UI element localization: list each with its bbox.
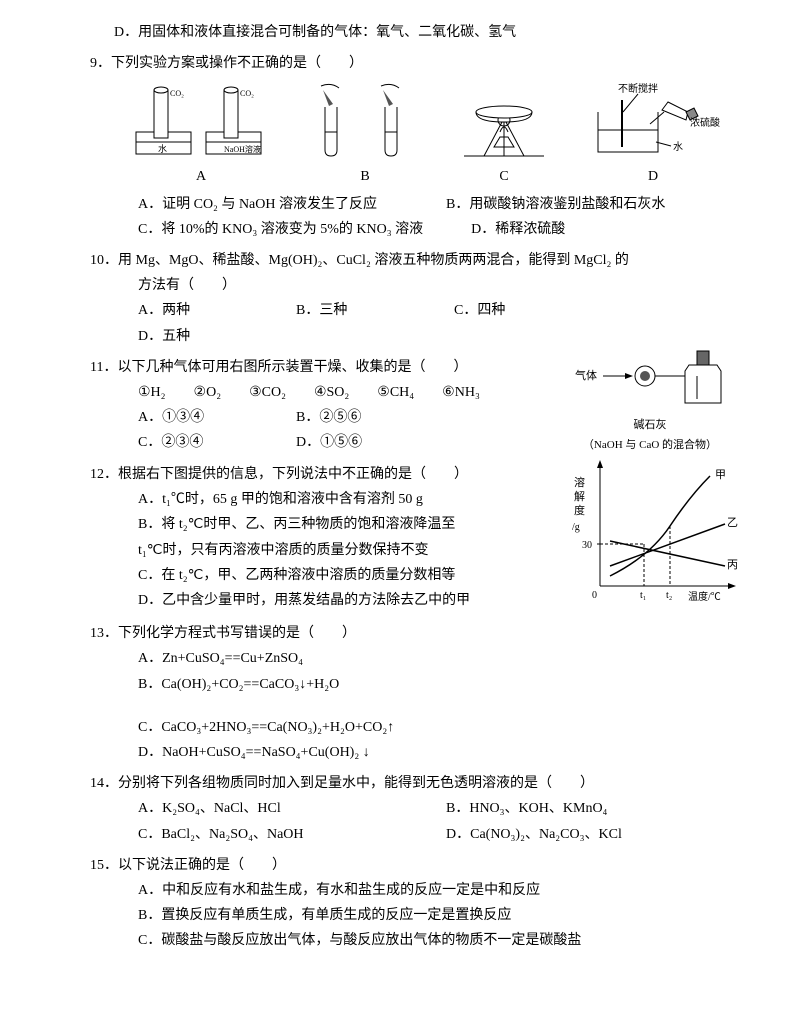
q11-stem: 11．以下几种气体可用右图所示装置干燥、收集的是（ ） xyxy=(90,355,560,380)
q15-stem: 15．以下说法正确的是（ ） xyxy=(90,853,740,878)
q11-fig-label2: 碱石灰 xyxy=(560,416,740,436)
q14-opt-a: A．K₂SO₄、NaCl、HCl xyxy=(138,796,398,821)
q11-opt-c: C．②③④ xyxy=(138,430,248,455)
svg-text:盐酸: 盐酸 xyxy=(313,159,331,160)
svg-text:度: 度 xyxy=(574,503,585,517)
q15-opt-c: C．碳酸盐与酸反应放出气体，与酸反应放出气体的物质不一定是碳酸盐 xyxy=(138,928,740,953)
svg-text:溶: 溶 xyxy=(574,475,585,489)
q9-fig-d: 不断搅拌 浓硫酸 水 xyxy=(578,82,728,160)
q13-opt-b: B．Ca(OH)₂+CO₂==CaCO₃↓+H₂O xyxy=(138,672,740,697)
q11-fig-label3: （NaOH 与 CaO 的混合物） xyxy=(560,436,740,456)
q12-chart: 溶 解 度 /g 30 0 甲 乙 丙 t₁ t₂ 温度/℃ xyxy=(570,456,740,615)
q11-opts-row1: A．①③④ B．②⑤⑥ xyxy=(138,405,560,430)
q9-options: A．证明 CO₂ 与 NaOH 溶液发生了反应 B．用碳酸钠溶液鉴别盐酸和石灰水… xyxy=(138,192,740,242)
q10-opt-c: C．四种 xyxy=(454,298,564,323)
svg-text:石灰水: 石灰水 xyxy=(369,159,396,160)
q14-stem: 14．分别将下列各组物质同时加入到足量水中，能得到无色透明溶液的是（ ） xyxy=(90,771,740,796)
q13-stem: 13．下列化学方程式书写错误的是（ ） xyxy=(90,621,740,646)
q9-fig-b: 盐酸 石灰水 xyxy=(300,82,430,160)
svg-text:浓硫酸: 浓硫酸 xyxy=(690,116,720,129)
q14-opt-c: C．BaCl₂、Na₂SO₄、NaOH xyxy=(138,822,398,847)
q11-list: ①H₂ ②O₂ ③CO₂ ④SO₂ ⑤CH₄ ⑥NH₃ xyxy=(138,380,560,405)
q10-opt-a: A．两种 xyxy=(138,298,248,323)
q14-row1: A．K₂SO₄、NaCl、HCl B．HNO₃、KOH、KMnO₄ xyxy=(138,796,740,821)
q10-stem: 10．用 Mg、MgO、稀盐酸、Mg(OH)₂、CuCl₂ 溶液五种物质两两混合… xyxy=(90,248,740,273)
q9-stem: 9．下列实验方案或操作不正确的是（ ） xyxy=(90,51,740,76)
option-d-prev: D．用固体和液体直接混合可制备的气体：氧气、二氧化碳、氢气 xyxy=(114,20,740,45)
svg-text:温度/℃: 温度/℃ xyxy=(688,590,721,603)
svg-text:乙: 乙 xyxy=(727,516,738,529)
q11-opt-d: D．①⑤⑥ xyxy=(296,430,406,455)
svg-text:甲: 甲 xyxy=(715,469,726,481)
q9-fig-c xyxy=(454,82,554,160)
q15-opt-a: A．中和反应有水和盐生成，有水和盐生成的反应一定是中和反应 xyxy=(138,878,740,903)
q11-block: 11．以下几种气体可用右图所示装置干燥、收集的是（ ） ①H₂ ②O₂ ③CO₂… xyxy=(90,349,740,456)
svg-text:丙: 丙 xyxy=(727,559,738,571)
q11-figure: 气体 碱石灰 （NaOH 与 CaO 的混合物） xyxy=(560,349,740,456)
q9-opt-c: C．将 10%的 KNO₃ 溶液变为 5%的 KNO₃ 溶液 xyxy=(138,217,423,242)
svg-text:/g: /g xyxy=(572,522,580,533)
svg-text:CO₂: CO₂ xyxy=(240,89,254,98)
q14-row2: C．BaCl₂、Na₂SO₄、NaOH D．Ca(NO₃)₂、Na₂CO₃、KC… xyxy=(138,822,740,847)
q9-letter-c: C xyxy=(454,164,554,189)
q13-opt-d: D．NaOH+CuSO₄==NaSO₄+Cu(OH)₂ ↓ xyxy=(138,740,740,765)
svg-text:CO₂: CO₂ xyxy=(170,89,184,98)
q9-letter-row: A B C D xyxy=(114,164,740,189)
q9-opt-a: A．证明 CO₂ 与 NaOH 溶液发生了反应 xyxy=(138,192,398,217)
q14-opt-b: B．HNO₃、KOH、KMnO₄ xyxy=(446,796,607,821)
svg-text:水: 水 xyxy=(158,143,167,154)
svg-text:气体: 气体 xyxy=(575,368,597,382)
q9-opt-b: B．用碳酸钠溶液鉴别盐酸和石灰水 xyxy=(446,192,665,217)
svg-text:0: 0 xyxy=(592,590,597,601)
q10-opt-b: B．三种 xyxy=(296,298,406,323)
svg-text:解: 解 xyxy=(574,489,585,503)
q10-options: A．两种 B．三种 C．四种 D．五种 xyxy=(138,298,740,348)
q13-opt-c: C．CaCO₃+2HNO₃==Ca(NO₃)₂+H₂O+CO₂↑ xyxy=(138,715,740,740)
svg-text:NaOH溶液: NaOH溶液 xyxy=(224,144,261,154)
svg-text:不断搅拌: 不断搅拌 xyxy=(618,82,658,95)
q15-opt-b: B．置换反应有单质生成，有单质生成的反应一定是置换反应 xyxy=(138,903,740,928)
q11-opts-row2: C．②③④ D．①⑤⑥ xyxy=(138,430,560,455)
q9-letter-b: B xyxy=(300,164,430,189)
q9-opt-d: D．稀释浓硫酸 xyxy=(471,217,581,242)
q14-opt-d: D．Ca(NO₃)₂、Na₂CO₃、KCl xyxy=(446,822,622,847)
q9-letter-d: D xyxy=(578,164,728,189)
svg-text:水: 水 xyxy=(673,141,683,153)
q9-figures: 水 CO₂ NaOH溶液 CO₂ 盐酸 石灰水 xyxy=(114,82,740,160)
q10-stem2: 方法有（ ） xyxy=(138,273,740,298)
q13-opt-a: A．Zn+CuSO₄==Cu+ZnSO₄ xyxy=(138,646,740,671)
svg-text:t₂: t₂ xyxy=(666,590,672,601)
svg-text:30: 30 xyxy=(582,540,592,551)
q9-letter-a: A xyxy=(126,164,276,189)
q10-opt-d: D．五种 xyxy=(138,324,248,349)
svg-text:t₁: t₁ xyxy=(640,590,646,601)
q11-opt-a: A．①③④ xyxy=(138,405,248,430)
q11-opt-b: B．②⑤⑥ xyxy=(296,405,406,430)
q9-fig-a: 水 CO₂ NaOH溶液 CO₂ xyxy=(126,82,276,160)
